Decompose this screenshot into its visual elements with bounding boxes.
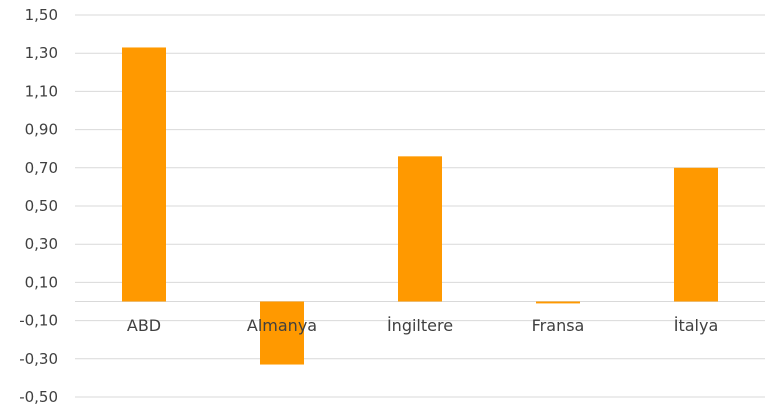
category-label: Almanya xyxy=(247,316,317,335)
y-tick-label: 1,30 xyxy=(25,44,58,62)
category-label: İtalya xyxy=(674,316,719,335)
y-tick-label: -0,50 xyxy=(19,388,58,406)
y-tick-label: 0,10 xyxy=(25,273,58,291)
y-tick-label: -0,10 xyxy=(19,312,58,330)
y-tick-label: 0,90 xyxy=(25,121,58,139)
y-tick-label: 1,50 xyxy=(25,6,58,24)
y-axis-tick-labels: 1,50 1,30 1,10 0,90 0,70 0,50 0,30 0,10 -0,10 -0,… xyxy=(19,6,58,406)
bar-4 xyxy=(674,167,718,302)
bar-0 xyxy=(122,47,166,302)
bar-3 xyxy=(536,301,580,304)
y-tick-label: 1,10 xyxy=(25,82,58,100)
bars xyxy=(122,47,718,365)
x-axis-category-labels: ABD Almanya İngiltere Fransa İtalya xyxy=(127,316,718,335)
y-tick-label: -0,30 xyxy=(19,350,58,368)
bar-2 xyxy=(398,156,442,302)
y-tick-label: 0,50 xyxy=(25,197,58,215)
category-label: ABD xyxy=(127,316,161,335)
category-label: İngiltere xyxy=(387,316,453,335)
y-tick-label: 0,30 xyxy=(25,235,58,253)
bar-1 xyxy=(260,301,304,365)
y-tick-label: 0,70 xyxy=(25,159,58,177)
category-label: Fransa xyxy=(532,316,585,335)
